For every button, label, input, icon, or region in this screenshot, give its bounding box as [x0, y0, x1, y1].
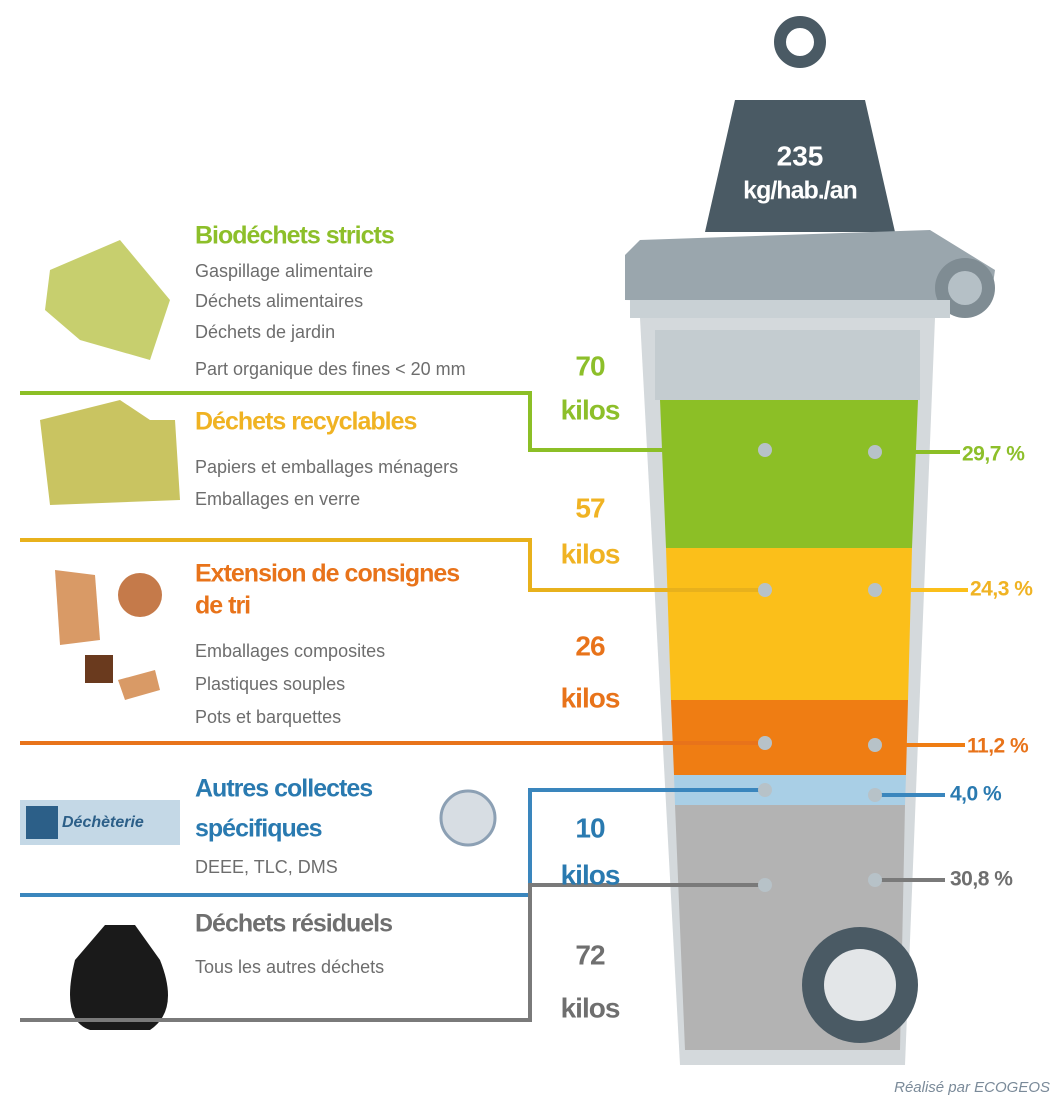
amount-unit: kilos: [561, 538, 620, 569]
item: Déchets alimentaires: [195, 291, 363, 311]
weight-unit: kg/hab./an: [743, 177, 857, 205]
item: Emballages composites: [195, 641, 385, 661]
item: DEEE, TLC, DMS: [195, 857, 338, 877]
badge: Déchèterie: [62, 814, 144, 831]
category-title: Déchets résiduels: [195, 910, 392, 938]
category-title: Autres collectes: [195, 775, 372, 803]
item: Pots et barquettes: [195, 707, 341, 727]
amount: 70: [575, 350, 605, 381]
item: Part organique des fines < 20 mm: [195, 359, 466, 379]
credit: Réalisé par ECOGEOS: [894, 1079, 1050, 1096]
bin-lid: [625, 230, 995, 318]
item: Papiers et emballages ménagers: [195, 457, 458, 477]
amount: 10: [575, 812, 605, 843]
amount: 57: [575, 492, 605, 523]
amount-unit: kilos: [561, 992, 620, 1023]
share: 29,7 %: [962, 443, 1025, 466]
bin-body: [640, 318, 935, 1065]
amount: 72: [575, 939, 605, 970]
item: Tous les autres déchets: [195, 957, 384, 977]
item: Emballages en verre: [195, 489, 360, 509]
share: 24,3 %: [970, 578, 1033, 601]
category-title: spécifiques: [195, 815, 322, 843]
category-title: Déchets recyclables: [195, 408, 417, 436]
weight-value: 235: [777, 140, 824, 171]
amount: 26: [575, 630, 605, 661]
share: 4,0 %: [950, 783, 1002, 806]
share: 11,2 %: [967, 735, 1029, 758]
amount-unit: kilos: [561, 859, 620, 890]
item: Déchets de jardin: [195, 322, 335, 342]
infographic: 235 kg/hab./an Déchèterie: [0, 0, 1060, 1102]
item: Plastiques souples: [195, 674, 345, 694]
amount-unit: kilos: [561, 394, 620, 425]
category-title: Biodéchets stricts: [195, 222, 394, 250]
category-title: de tri: [195, 592, 250, 620]
item: Gaspillage alimentaire: [195, 261, 373, 281]
share: 30,8 %: [950, 868, 1013, 891]
amount-unit: kilos: [561, 682, 620, 713]
category-title: Extension de consignes: [195, 560, 459, 588]
